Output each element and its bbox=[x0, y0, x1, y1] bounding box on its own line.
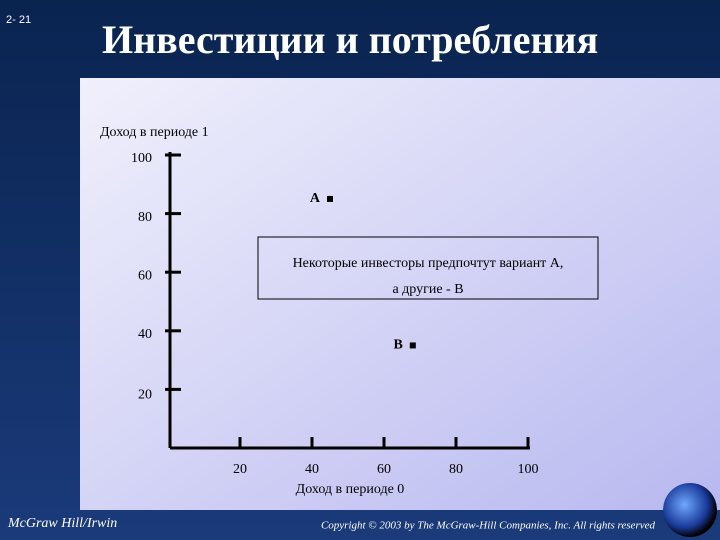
y-tick-label: 60 bbox=[138, 268, 152, 283]
y-axis-label: Доход в периоде 1 bbox=[100, 125, 209, 140]
x-tick-label: 20 bbox=[233, 462, 247, 477]
x-axis-label: Доход в периоде 0 bbox=[296, 482, 405, 497]
y-tick-label: 80 bbox=[138, 210, 152, 225]
slide-number: 2- 21 bbox=[6, 14, 31, 26]
annotation-text: Некоторые инвесторы предпочтут вариант А… bbox=[293, 256, 564, 271]
copyright: Copyright © 2003 by The McGraw-Hill Comp… bbox=[321, 520, 656, 532]
annotation-box bbox=[257, 236, 599, 300]
x-tick-label: 100 bbox=[518, 462, 539, 477]
point-label: A bbox=[310, 191, 321, 206]
y-tick-label: 40 bbox=[138, 327, 152, 342]
point bbox=[409, 342, 416, 349]
globe-icon bbox=[663, 483, 717, 537]
point bbox=[327, 195, 333, 202]
x-tick-label: 80 bbox=[449, 462, 463, 477]
x-tick-label: 40 bbox=[305, 462, 319, 477]
x-tick-label: 60 bbox=[377, 462, 391, 477]
y-tick-label: 100 bbox=[131, 151, 152, 166]
annotation-text: а другие - В bbox=[392, 282, 463, 297]
point-label: B bbox=[393, 338, 402, 353]
publisher: McGraw Hill/Irwin bbox=[7, 516, 117, 531]
content-area bbox=[80, 78, 720, 510]
y-tick-label: 20 bbox=[138, 388, 152, 403]
chart-title: Инвестиции и потребления bbox=[102, 17, 598, 62]
